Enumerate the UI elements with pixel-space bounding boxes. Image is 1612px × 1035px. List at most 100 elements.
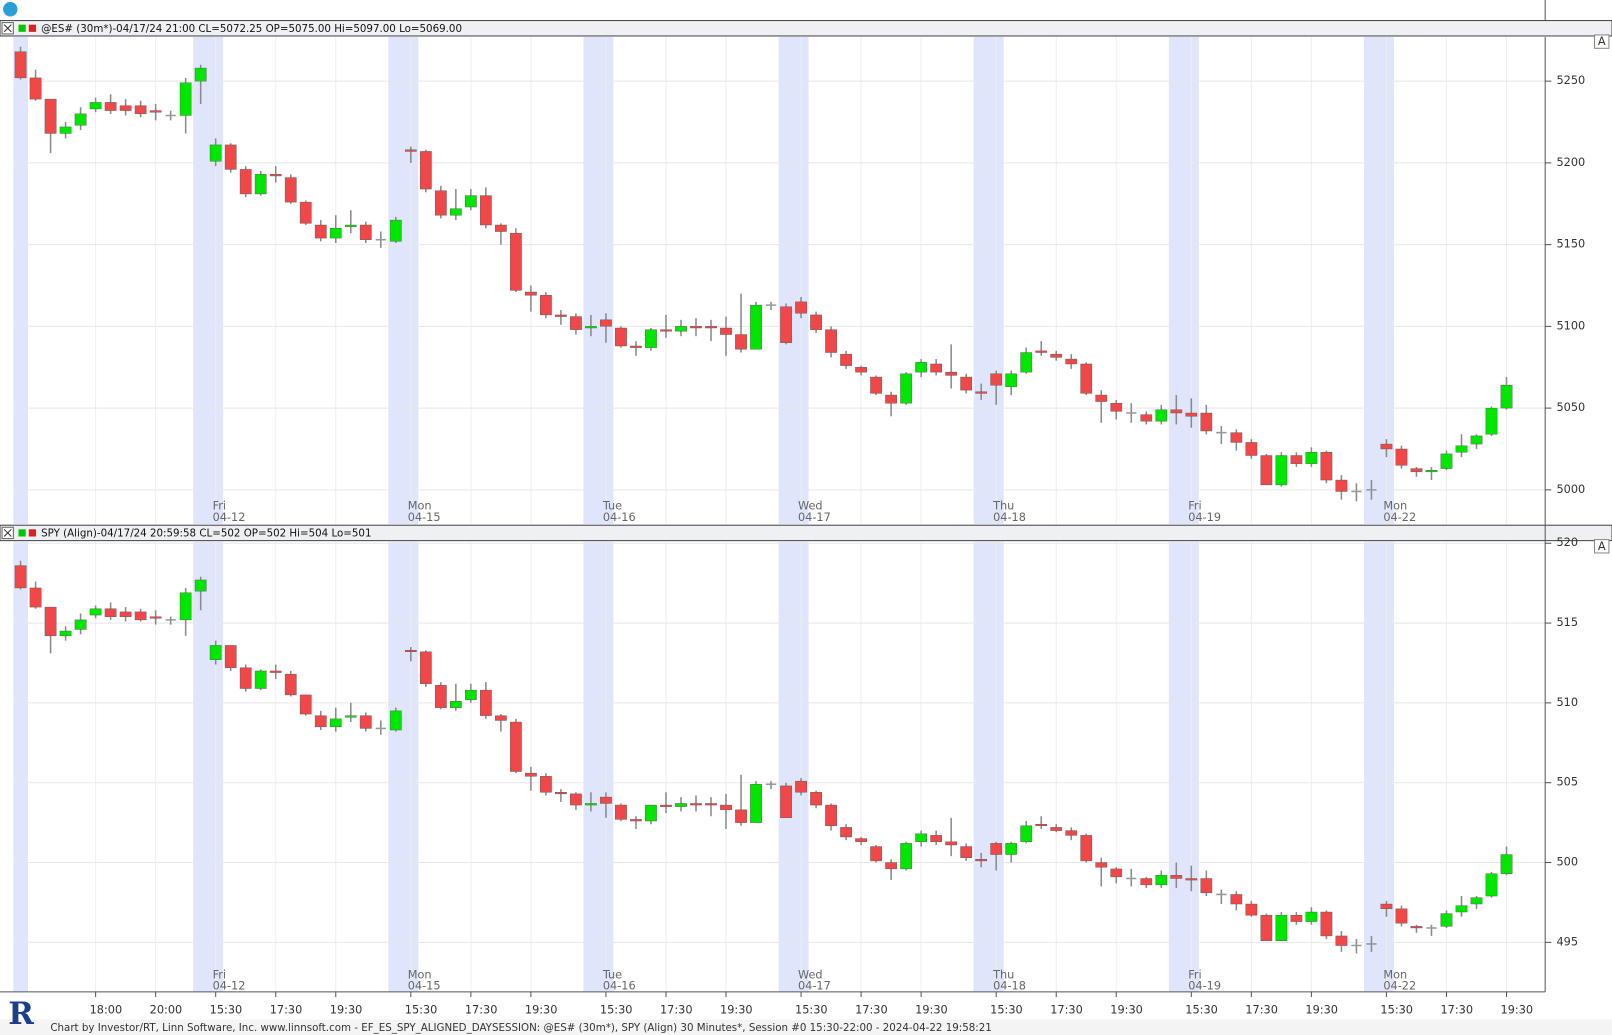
candle-body [1140,878,1153,886]
candle-body [404,149,417,152]
candle-body [840,353,852,366]
date-label: 04-18 [993,980,1026,993]
candle-body [389,710,402,731]
footer-bar [0,1019,1612,1035]
x-tick-label: 19:30 [1501,1003,1534,1016]
candle-body [29,77,42,100]
candle-body [1380,903,1393,910]
candle-body [14,51,27,79]
candle-body [720,327,732,335]
x-tick-label: 17:30 [270,1003,303,1016]
session-band [583,37,614,525]
candle-body [44,606,57,637]
candle-body [660,329,672,332]
x-tick-label: 17:30 [1245,1003,1278,1016]
candle-body [1110,868,1123,878]
day-label: Fri [1188,500,1201,513]
candle-body [1020,825,1033,842]
candle-body [570,316,582,330]
app-icon[interactable] [3,2,18,17]
candle-body [344,715,357,718]
candle-body [795,301,807,314]
candle-body [179,82,192,116]
candle-body [1410,926,1423,929]
y-tick-label: 5200 [1556,156,1585,169]
candle-body [555,792,567,795]
date-label: 04-22 [1383,511,1416,524]
candle-body [675,803,687,807]
x-tick-label: 19:30 [720,1003,753,1016]
candle-body [705,803,717,806]
plot-area [13,37,1546,525]
day-label: Fri [1188,968,1201,981]
candle-body [810,314,822,330]
date-label: 04-18 [993,511,1026,524]
session-band [193,541,224,992]
day-label: Mon [1383,968,1407,981]
candle-body [960,846,973,858]
date-label: 04-19 [1188,980,1221,993]
candle-body [1095,394,1108,402]
y-tick-label: 500 [1556,856,1578,869]
candle-body [464,195,477,208]
candle-body [945,841,958,846]
candle-body [239,169,252,195]
x-tick-label: 19:30 [525,1003,558,1016]
y-tick-label: 505 [1556,776,1578,789]
y-tick-label: 5100 [1556,319,1585,332]
date-label: 04-17 [798,980,831,993]
panel-header: SPY (Align)-04/17/24 20:59:58 CL=502 OP=… [0,524,1612,542]
candle-body [194,67,207,82]
candle-body [1200,878,1213,894]
candle-body [525,772,537,777]
candle-body [1155,409,1168,422]
candle-body [1305,911,1318,922]
autoscale-label: A [1598,540,1606,553]
candle-body [855,367,867,373]
candle-body [1290,455,1303,464]
candle-body [1470,435,1483,445]
date-label: 04-12 [213,980,246,993]
autoscale-button[interactable] [1594,539,1610,554]
date-label: 04-22 [1383,980,1416,993]
session-band [1168,541,1199,992]
candle-body [1050,827,1063,831]
candle-body [449,701,462,708]
candle-body [29,587,42,608]
candle-body [915,362,928,373]
candle-body [1200,412,1213,432]
session-band [973,541,1004,992]
autoscale-button[interactable] [1594,34,1610,49]
candle-body [359,224,372,240]
candle-body [960,376,973,391]
candle-body [149,616,162,619]
session-band [1168,37,1199,525]
candle-body [1230,432,1243,443]
day-label: Tue [602,500,622,513]
candle-body [540,295,552,316]
candle-body [600,796,612,804]
candle-body [1305,452,1318,464]
candle-body [1230,894,1243,905]
candle-body [630,819,642,822]
x-tick-label: 15:30 [600,1003,633,1016]
y-tick-label: 5150 [1556,238,1585,251]
candle-body [750,784,762,823]
session-band [583,541,614,992]
date-label: 04-15 [408,511,441,524]
candle-body [119,105,132,111]
date-label: 04-12 [213,511,246,524]
candle-body [1275,455,1288,486]
candle-body [495,715,507,721]
candle-body [600,319,612,327]
candle-body [495,224,507,232]
day-label: Mon [1383,500,1407,513]
x-tick-label: 15:30 [1380,1003,1413,1016]
candle-body [570,793,582,806]
candle-body [299,694,312,715]
candle-body [930,835,943,842]
candle-body [1080,835,1093,862]
candle-body [284,673,297,696]
day-label: Tue [602,968,622,981]
